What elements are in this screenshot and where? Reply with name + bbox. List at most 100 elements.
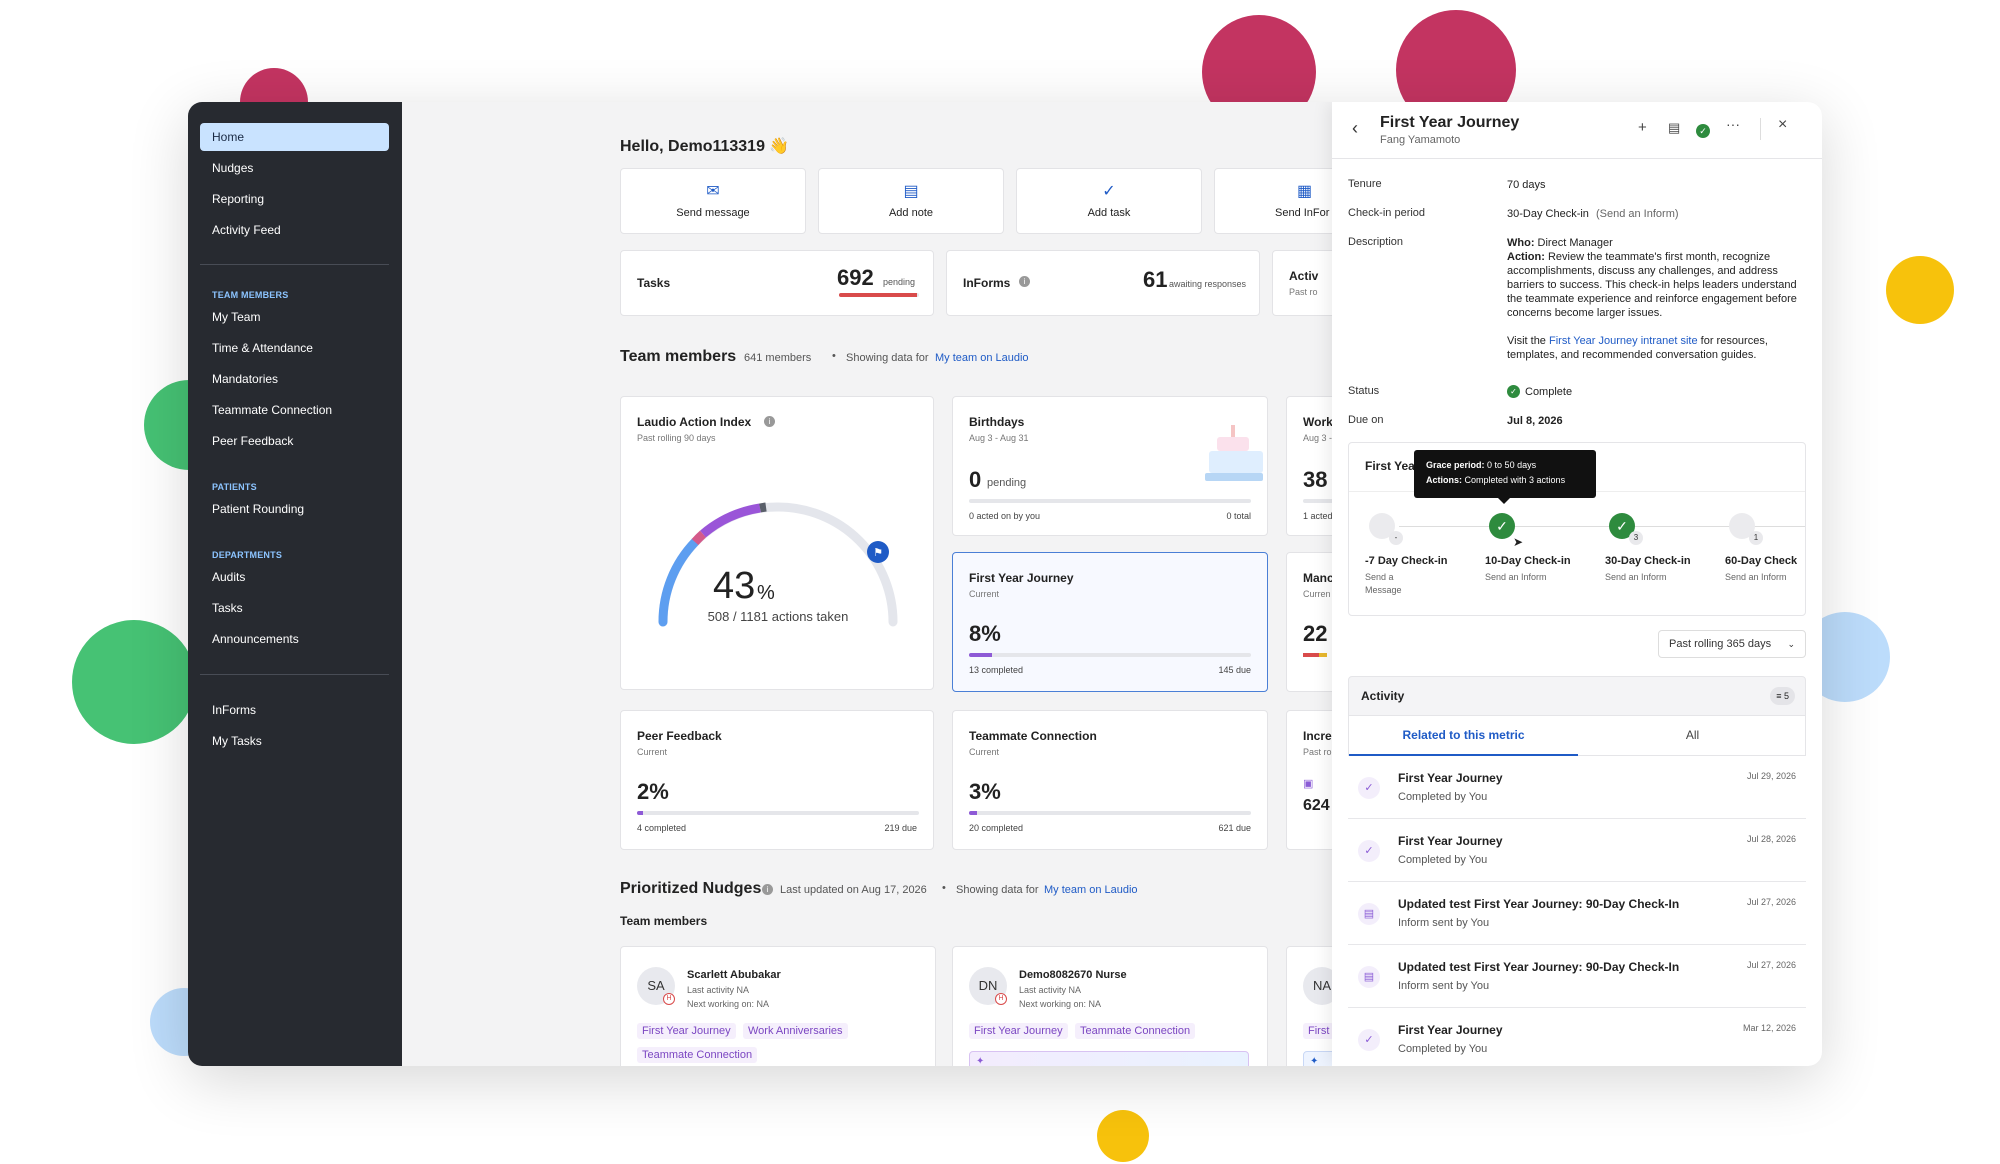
sidebar-item-time-attendance[interactable]: Time & Attendance bbox=[212, 341, 313, 355]
teammate-connection-card[interactable]: Teammate Connection Current 3% 20 comple… bbox=[952, 710, 1268, 850]
desc-who: Direct Manager bbox=[1537, 237, 1613, 249]
more-icon[interactable]: ··· bbox=[1726, 116, 1740, 132]
activity-count: 5 bbox=[1783, 691, 1789, 701]
sidebar-item-tasks[interactable]: Tasks bbox=[212, 601, 243, 615]
add-task-button[interactable]: ✓ Add task bbox=[1016, 168, 1202, 234]
activity-item[interactable]: ▤ Updated test First Year Journey: 90-Da… bbox=[1348, 946, 1806, 1008]
cursor-pointer-icon: ➤ bbox=[1513, 535, 1524, 549]
desc-action-label: Action: bbox=[1507, 251, 1545, 263]
tab-related-to-metric[interactable]: Related to this metric bbox=[1349, 716, 1578, 756]
activity-item[interactable]: ✓ First Year Journey Completed by You Ju… bbox=[1348, 757, 1806, 819]
action-index-card[interactable]: Laudio Action Index i Past rolling 90 da… bbox=[620, 396, 934, 690]
peer-feedback-card[interactable]: Peer Feedback Current 2% 4 completed 219… bbox=[620, 710, 934, 850]
step-complete-icon[interactable]: ✓ bbox=[1489, 513, 1515, 539]
add-note-button[interactable]: ▤ Add note bbox=[818, 168, 1004, 234]
teammate-connection-completed: 20 completed bbox=[969, 823, 1024, 833]
work-title: Work bbox=[1303, 415, 1333, 429]
nudge-last-activity: Last activity NA bbox=[687, 985, 750, 995]
nudge-tag[interactable]: Work Anniversaries bbox=[743, 1023, 848, 1039]
teammate-connection-sub: Current bbox=[969, 747, 1000, 757]
sidebar-item-informs[interactable]: InForms bbox=[212, 703, 257, 717]
nudge-tag[interactable]: Teammate Connection bbox=[1075, 1023, 1196, 1039]
first-year-completed: 13 completed bbox=[969, 665, 1024, 675]
decor-dot-green-2 bbox=[72, 620, 196, 744]
my-team-link[interactable]: My team on Laudio bbox=[935, 352, 1029, 364]
activity-item-sub: Completed by You bbox=[1398, 791, 1488, 803]
intranet-link[interactable]: First Year Journey intranet site bbox=[1549, 335, 1698, 347]
nudge-next-working: Next working on: NA bbox=[1019, 999, 1102, 1009]
tooltip-actions-label: Actions: bbox=[1426, 475, 1462, 485]
sidebar-item-home[interactable]: Home bbox=[200, 123, 389, 151]
check-icon: ✓ bbox=[1358, 777, 1380, 799]
tooltip-arrow bbox=[1498, 498, 1510, 504]
back-icon[interactable]: ‹ bbox=[1352, 118, 1358, 138]
flag-icon[interactable] bbox=[867, 541, 889, 563]
sidebar-item-my-tasks[interactable]: My Tasks bbox=[212, 734, 262, 748]
sidebar-heading-departments: DEPARTMENTS bbox=[212, 550, 283, 560]
tasks-value: 692 bbox=[837, 265, 874, 290]
activity-item-sub: Completed by You bbox=[1398, 1043, 1488, 1055]
sidebar-item-announcements[interactable]: Announcements bbox=[212, 632, 299, 646]
cake-illustration bbox=[1203, 411, 1263, 485]
sidebar-item-teammate-connection[interactable]: Teammate Connection bbox=[212, 403, 333, 417]
info-icon[interactable]: i bbox=[762, 884, 773, 895]
sidebar-item-mandatories[interactable]: Mandatories bbox=[212, 372, 279, 386]
activity-item[interactable]: ✓ First Year Journey Completed by You Ju… bbox=[1348, 820, 1806, 882]
first-year-journey-card[interactable]: First Year Journey Current 8% 13 complet… bbox=[952, 552, 1268, 692]
birthdays-total: 0 total bbox=[1226, 511, 1251, 521]
nudge-tag[interactable]: First Year Journey bbox=[637, 1023, 736, 1039]
step-badge: 1 bbox=[1749, 531, 1763, 545]
tasks-card[interactable]: Tasks 692 pending bbox=[620, 250, 934, 316]
birthdays-card[interactable]: Birthdays Aug 3 - Aug 31 0 pending 0 act… bbox=[952, 396, 1268, 536]
increase-sub: Past ro bbox=[1303, 747, 1332, 757]
plus-icon[interactable]: + bbox=[1638, 119, 1647, 136]
nudge-tag[interactable]: First Year Journey bbox=[969, 1023, 1068, 1039]
tab-all[interactable]: All bbox=[1685, 728, 1700, 742]
activity-item-date: Jul 27, 2026 bbox=[1746, 897, 1796, 907]
form-icon[interactable]: ▤ bbox=[1668, 120, 1681, 135]
range-select[interactable]: Past rolling 365 days ⌄ bbox=[1658, 630, 1806, 658]
avatar: DN bbox=[969, 967, 1007, 1005]
desc-action: Review the teammate's first month, recog… bbox=[1507, 251, 1797, 319]
add-note-label: Add note bbox=[888, 207, 934, 219]
desc-visit-prefix: Visit the bbox=[1507, 335, 1546, 347]
step-badge: 3 bbox=[1629, 531, 1643, 545]
nudge-tag[interactable]: First bbox=[1303, 1023, 1335, 1039]
sidebar-item-activity-feed[interactable]: Activity Feed bbox=[212, 223, 281, 237]
nudge-tag[interactable]: Teammate Connection bbox=[637, 1047, 758, 1063]
close-icon[interactable]: × bbox=[1778, 116, 1788, 133]
sidebar-item-patient-rounding[interactable]: Patient Rounding bbox=[212, 502, 305, 516]
tenure-label: Tenure bbox=[1348, 178, 1382, 190]
info-icon[interactable]: i bbox=[1019, 276, 1030, 287]
mandatories-sub: Curren bbox=[1303, 589, 1331, 599]
birthdays-value: 0 bbox=[969, 467, 982, 492]
activity-item[interactable]: ▤ Updated test First Year Journey: 90-Da… bbox=[1348, 883, 1806, 945]
activity-item-title: First Year Journey bbox=[1398, 834, 1503, 848]
nudges-my-team-link[interactable]: My team on Laudio bbox=[1044, 884, 1138, 896]
action-index-gauge: ⚑ bbox=[658, 502, 898, 627]
activity-item-title: Updated test First Year Journey: 90-Day … bbox=[1398, 960, 1680, 974]
check-circle-icon[interactable]: ✓ bbox=[1696, 124, 1710, 138]
sidebar-item-my-team[interactable]: My Team bbox=[212, 310, 261, 324]
avatar-badge: H bbox=[995, 993, 1007, 1005]
nudge-card[interactable]: DN H Demo8082670 Nurse Last activity NA … bbox=[952, 946, 1268, 1066]
sidebar-item-peer-feedback[interactable]: Peer Feedback bbox=[212, 434, 294, 448]
info-icon[interactable]: i bbox=[764, 416, 775, 427]
sidebar-item-nudges[interactable]: Nudges bbox=[212, 161, 254, 175]
nudge-card[interactable]: SA H Scarlett Abubakar Last activity NA … bbox=[620, 946, 936, 1066]
tasks-unit: pending bbox=[883, 277, 916, 287]
informs-card[interactable]: InForms i 61 awaiting responses bbox=[946, 250, 1260, 316]
sidebar-item-audits[interactable]: Audits bbox=[212, 570, 246, 584]
activity-item-sub: Inform sent by You bbox=[1398, 917, 1490, 929]
increase-title: Incre bbox=[1303, 729, 1332, 743]
peer-feedback-title: Peer Feedback bbox=[637, 729, 722, 743]
form-icon: ▤ bbox=[1358, 903, 1380, 925]
sidebar-item-reporting[interactable]: Reporting bbox=[212, 192, 265, 206]
informs-unit: awaiting responses bbox=[1169, 279, 1247, 289]
ai-suggestion-box[interactable]: ✦ bbox=[969, 1051, 1249, 1066]
step-badge: - bbox=[1389, 531, 1403, 545]
activity-item[interactable]: ✓ First Year Journey Completed by You Ma… bbox=[1348, 1009, 1806, 1066]
first-year-value: 8% bbox=[969, 621, 1001, 646]
peer-feedback-completed: 4 completed bbox=[637, 823, 687, 833]
send-message-button[interactable]: ✉ Send message bbox=[620, 168, 806, 234]
